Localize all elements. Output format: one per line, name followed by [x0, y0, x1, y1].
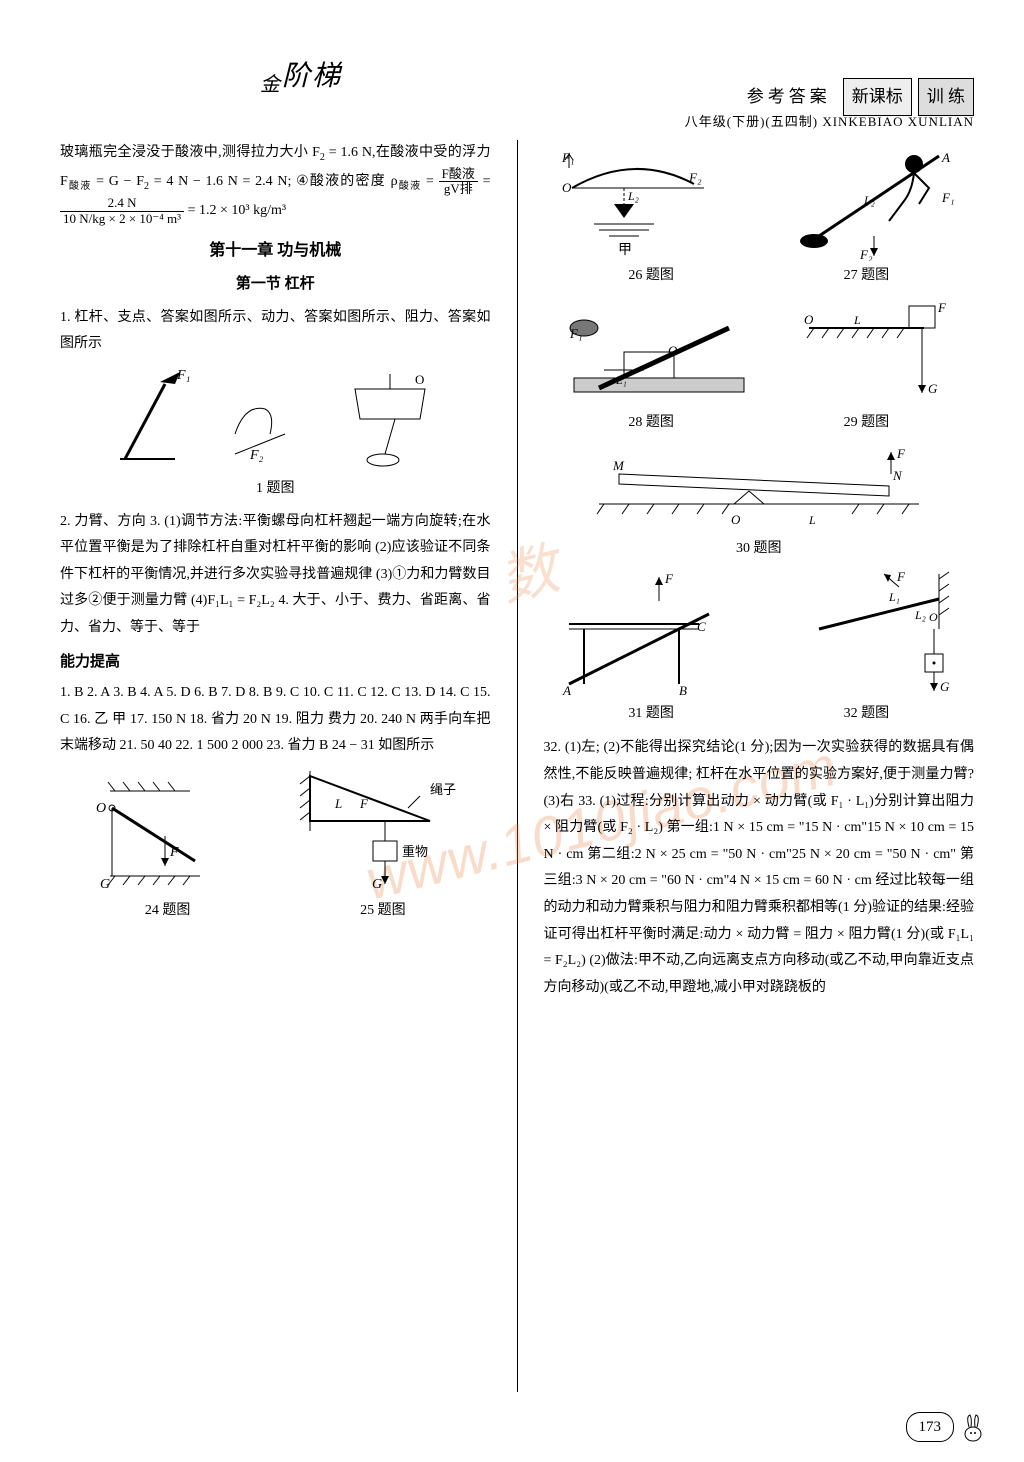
figure-30-svg: M N O L F — [579, 444, 939, 534]
label-O-28: O — [668, 343, 678, 358]
caption-26-27-row: 26 题图 27 题图 — [544, 263, 975, 290]
caption-24-25-row: 24 题图 25 题图 — [60, 898, 491, 925]
page-number: 173 — [906, 1412, 955, 1443]
figure-30: M N O L F — [544, 444, 975, 534]
label-F1-28: F₁ — [569, 326, 582, 341]
answers-block: 1. B 2. A 3. B 4. A 5. D 6. B 7. D 8. B … — [60, 680, 491, 760]
label-O-1: O — [415, 372, 424, 387]
caption-24: 24 题图 — [145, 898, 191, 925]
logo-prefix: 金 — [260, 74, 282, 96]
label-weight: 重物 — [402, 844, 428, 859]
label-L2-26: L₂ — [627, 189, 639, 203]
caption-27: 27 题图 — [844, 263, 890, 290]
label-F-32: F — [896, 569, 906, 584]
label-L-25: L — [334, 796, 342, 811]
column-divider — [517, 140, 518, 1392]
label-F-30: F — [896, 446, 906, 461]
caption-26: 26 题图 — [628, 263, 674, 290]
fraction-1: F酸液 gV排 — [439, 167, 478, 197]
page-header: 金阶梯 参考答案 新课标 训 练 八年级(下册)(五四制) XINKEBIAO … — [60, 60, 974, 130]
figure-31-svg: A B C F — [559, 569, 759, 699]
label-O-26: O — [562, 180, 572, 195]
figure-1-svg: F₁ F₂ O — [85, 364, 465, 474]
label-M-30: M — [612, 458, 625, 473]
label-C-31: C — [697, 619, 706, 634]
page-number-corner: 173 — [906, 1412, 987, 1443]
caption-31-32-row: 31 题图 32 题图 — [544, 701, 975, 728]
label-F2-26: F₂ — [688, 170, 702, 185]
label-F-31: F — [664, 571, 674, 586]
label-O-29: O — [804, 312, 814, 327]
q2-text: 2. 力臂、方向 3. (1)调节方法:平衡螺母向杠杆翘起一端方向旋转;在水平位… — [60, 509, 491, 642]
figure-31-32: A B C F — [544, 569, 975, 699]
label-F1-27: F₁ — [941, 190, 954, 205]
label-F1-26: F₁ — [561, 150, 574, 165]
label-N-30: N — [892, 468, 903, 483]
figure-28-29: F₁ O L₁ O F L — [544, 298, 975, 408]
label-O-30: O — [731, 512, 741, 527]
label-G-29: G — [928, 381, 938, 396]
body-columns: 玻璃瓶完全浸没于酸液中,测得拉力大小 F2 = 1.6 N,在酸液中受的浮力 F… — [60, 140, 974, 1392]
caption-1: 1 题图 — [60, 476, 491, 503]
figure-24-25: O G F — [60, 766, 491, 896]
caption-28: 28 题图 — [628, 410, 674, 437]
caption-25: 25 题图 — [360, 898, 406, 925]
label-rope: 绳子 — [430, 782, 456, 797]
label-O-24: O — [96, 801, 106, 816]
logo: 金阶梯 — [260, 50, 342, 103]
label-L-30: L — [808, 513, 816, 527]
label-L2-27: L₂ — [863, 193, 875, 207]
q1-text: 1. 杠杆、支点、答案如图所示、动力、答案如图所示、阻力、答案如图所示 — [60, 305, 491, 358]
reference-label: 参考答案 — [747, 81, 831, 113]
figure-26-svg: F₁ O F₂ L₂ 甲 — [554, 146, 734, 261]
fraction-2: 2.4 N 10 N/kg × 2 × 10⁻⁴ m³ — [60, 196, 184, 226]
label-F2-27: F₂ — [859, 247, 873, 261]
figure-29-svg: O F L G — [794, 298, 954, 408]
chapter-title: 第十一章 功与机械 — [60, 236, 491, 266]
label-B-31: B — [679, 683, 687, 698]
label-L2-32: L₂ — [914, 608, 926, 622]
figure-27-svg: A F₁ L₂ F₂ — [764, 146, 964, 261]
label-F-29: F — [937, 300, 947, 315]
intro-physics-line: 玻璃瓶完全浸没于酸液中,测得拉力大小 F2 = 1.6 N,在酸液中受的浮力 F… — [60, 140, 491, 226]
label-F-24: F — [169, 845, 179, 860]
caption-30: 30 题图 — [544, 536, 975, 563]
figure-28-svg: F₁ O L₁ — [564, 308, 754, 408]
label-F2: F₂ — [249, 448, 264, 463]
q32-text: 32. (1)左; (2)不能得出探究结论(1 分);因为一次实验获得的数据具有… — [544, 735, 975, 1001]
caption-28-29-row: 28 题图 29 题图 — [544, 410, 975, 437]
right-column: F₁ O F₂ L₂ 甲 — [544, 140, 975, 1392]
left-column: 玻璃瓶完全浸没于酸液中,测得拉力大小 F2 = 1.6 N,在酸液中受的浮力 F… — [60, 140, 491, 1392]
caption-31: 31 题图 — [628, 701, 674, 728]
caption-29: 29 题图 — [844, 410, 890, 437]
section-title: 第一节 杠杆 — [60, 270, 491, 299]
subheader-line: 八年级(下册)(五四制) XINKEBIAO XUNLIAN — [685, 110, 974, 135]
figure-24-svg: O G F — [80, 776, 230, 896]
figure-32-svg: O L₁ L₂ F G — [789, 569, 959, 699]
label-L1-28: L₁ — [615, 373, 627, 387]
label-G-25: G — [372, 877, 382, 892]
label-G-32: G — [940, 679, 950, 694]
label-O-32: O — [929, 610, 938, 624]
label-F-25: F — [359, 796, 369, 811]
label-A-31: A — [562, 683, 571, 698]
label-L1-32: L₁ — [888, 590, 900, 604]
figure-26-27: F₁ O F₂ L₂ 甲 — [544, 146, 975, 261]
bunny-icon — [960, 1412, 986, 1442]
figure-1: F₁ F₂ O — [60, 364, 491, 474]
logo-main: 阶梯 — [282, 61, 342, 92]
ability-heading: 能力提高 — [60, 648, 491, 677]
label-L-29: L — [853, 313, 861, 327]
caption-32: 32 题图 — [844, 701, 890, 728]
caption-jia: 甲 — [618, 243, 632, 258]
label-F1: F₁ — [176, 368, 190, 383]
label-A-27: A — [941, 150, 950, 165]
figure-25-svg: L F 绳子 重物 G — [290, 766, 470, 896]
